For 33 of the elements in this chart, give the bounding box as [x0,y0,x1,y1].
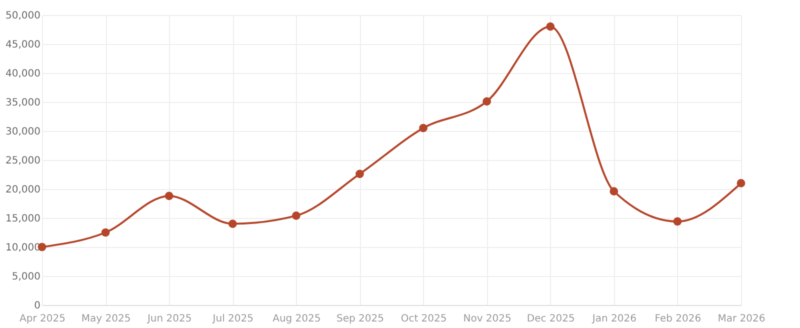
x-tick-label: Sep 2025 [336,314,384,324]
point [546,22,555,31]
point [292,212,300,220]
y-tick-label: 45,000 [6,40,40,50]
y-tick-label: 25,000 [6,156,40,166]
point [482,97,491,106]
x-tick-label: Apr 2025 [20,314,66,324]
point [356,170,364,178]
point [228,220,237,228]
y-tick-label: 30,000 [6,126,40,138]
y-tick-label: 15,000 [6,214,40,224]
x-tick-label: Nov 2025 [463,314,512,324]
x-tick-label: Jul 2025 [212,314,254,324]
point [164,192,174,200]
point [610,187,618,196]
point [101,228,110,237]
y-tick-label: 5,000 [12,272,40,282]
y-tick-label: 0 [34,300,40,312]
y-tick-label: 20,000 [6,184,40,196]
x-tick-label: May 2025 [81,314,131,324]
y-tick-label: 50,000 [6,10,40,22]
point [736,179,746,188]
point [419,124,428,132]
y-tick-label: 40,000 [6,68,40,80]
x-tick-label: Feb 2026 [654,314,702,324]
x-tick-label: Oct 2025 [400,314,447,324]
x-tick-label: Mar 2026 [718,314,766,324]
x-tick-label: Aug 2025 [272,314,321,324]
x-tick-label: Dec 2025 [526,314,575,324]
x-tick-label: Jan 2026 [591,314,636,324]
point [673,217,682,226]
y-tick-label: 35,000 [6,98,40,108]
x-tick-label: Jun 2025 [146,314,192,324]
